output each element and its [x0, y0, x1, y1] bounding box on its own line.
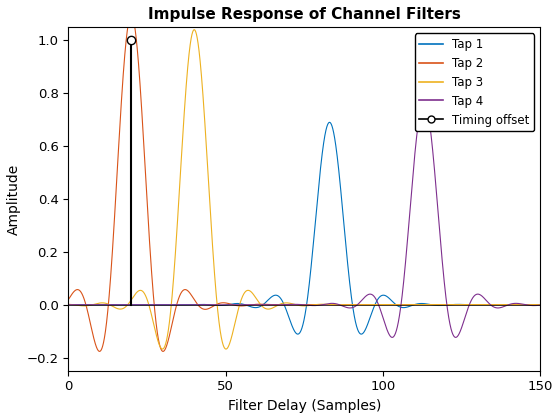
- Legend: Tap 1, Tap 2, Tap 3, Tap 4, Timing offset: Tap 1, Tap 2, Tap 3, Tap 4, Timing offse…: [414, 33, 534, 131]
- Title: Impulse Response of Channel Filters: Impulse Response of Channel Filters: [148, 7, 461, 22]
- X-axis label: Filter Delay (Samples): Filter Delay (Samples): [228, 399, 381, 413]
- Y-axis label: Amplitude: Amplitude: [7, 163, 21, 235]
